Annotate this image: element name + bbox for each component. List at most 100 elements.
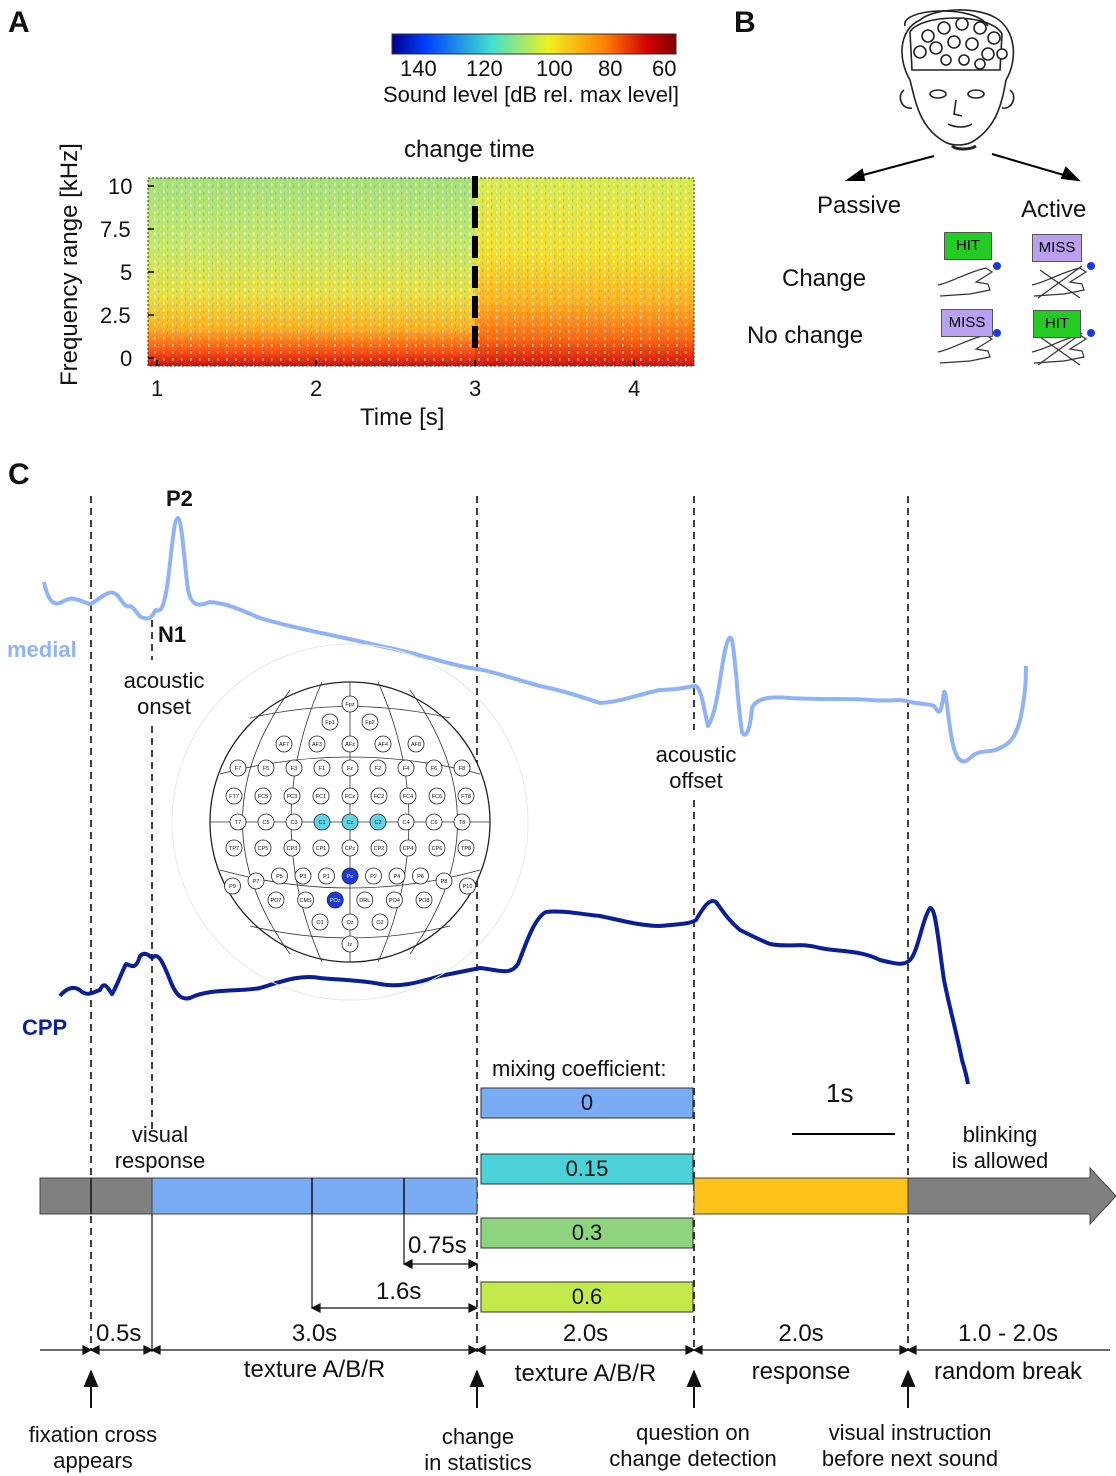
panel-b-letter: B	[734, 6, 756, 39]
electrode-label: CP2	[374, 846, 385, 852]
electrode-fz	[341, 759, 359, 777]
y-tick: 10	[108, 174, 133, 199]
electrode-c3	[285, 813, 303, 831]
electrode-label: Fpz	[345, 702, 354, 708]
electrode-fc2	[370, 787, 388, 805]
electrode-p9	[224, 877, 241, 895]
electrode-tp8	[457, 839, 475, 857]
timeline-gray-start	[39, 1177, 153, 1215]
electrode-label: PO7	[270, 898, 281, 904]
colorbar-tick: 60	[652, 56, 677, 81]
panel-c-svg: Fpz Fp1 Fp2 AF7 AF3 AFz AF4 AF8 F7 F5 F3 F1 Fz F2 F4 F6…	[39, 496, 1116, 1408]
electrode-drl	[356, 891, 374, 909]
electrode-label: Fp1	[325, 720, 334, 726]
electrode-t7	[229, 813, 247, 831]
electrode-label: P5	[276, 874, 283, 880]
electrode-cpz	[341, 839, 359, 857]
electrode-c6	[425, 813, 443, 831]
electrode-fc4	[399, 787, 417, 805]
electrode-label: Cz	[347, 820, 354, 826]
electrode-label: P9	[229, 884, 236, 890]
electrode-f7	[229, 759, 247, 777]
electrode-p2	[365, 867, 382, 885]
electrode-label: POz	[330, 898, 341, 904]
mixing-value: 0.3	[571, 1220, 603, 1245]
electrode-cp3	[283, 839, 301, 857]
electrode-label: P2	[370, 874, 377, 880]
electrode-label: P6	[417, 874, 424, 880]
electrode-fc5	[254, 787, 272, 805]
electrode-p10	[459, 877, 476, 895]
electrode-label: O2	[376, 920, 383, 926]
electrode-f4	[397, 759, 415, 777]
x-tick: 3	[469, 376, 482, 401]
electrode-pz	[341, 867, 359, 885]
electrode-poz	[326, 891, 344, 909]
blinking-label: blinking is allowed	[951, 1122, 1049, 1173]
electrode-af3	[308, 735, 326, 753]
electrode-label: FT8	[461, 794, 471, 800]
timeline-response-bar	[693, 1177, 909, 1215]
interval-16-label: 1.6s	[376, 1278, 422, 1305]
electrode-label: Fp2	[365, 720, 374, 726]
miss-badge: MISS	[941, 309, 993, 337]
event-label: visual instruction before next sound	[821, 1420, 999, 1471]
timeline-texture-bar	[151, 1177, 478, 1215]
electrode-fp1	[321, 713, 339, 731]
electrode-label: F7	[235, 766, 241, 772]
y-tick: 5	[120, 260, 133, 285]
electrode-label: CP1	[316, 846, 327, 852]
electrode-f8	[453, 759, 471, 777]
electrode-oz	[341, 913, 359, 931]
x-tick: 1	[151, 376, 164, 401]
electrode-label: CP4	[403, 846, 414, 852]
x-tick: 2	[310, 376, 323, 401]
event-label: question on change detection	[609, 1420, 777, 1471]
colorbar-tick: 140	[400, 56, 437, 81]
electrode-label: P1	[323, 874, 330, 880]
colorbar-tick: 80	[598, 56, 623, 81]
mixing-value: 0.15	[565, 1156, 609, 1181]
hit-badge: HIT	[1033, 310, 1081, 338]
eeg-montage: Fpz Fp1 Fp2 AF7 AF3 AFz AF4 AF8 F7 F5 F3 F1 Fz F2 F4 F6…	[171, 643, 529, 1001]
hand-press-icon	[937, 262, 1001, 364]
event-label: change in statistics	[424, 1424, 532, 1475]
electrode-label: CP5	[258, 846, 269, 852]
electrode-label: Iz	[348, 942, 353, 948]
electrode-label: FC6	[432, 794, 442, 800]
electrode-po8	[415, 891, 433, 909]
electrode-label: AF7	[279, 742, 289, 748]
electrode-label: Pz	[347, 874, 354, 880]
electrode-label: FC5	[258, 794, 268, 800]
electrode-af8	[407, 735, 425, 753]
electrode-ft7	[225, 787, 243, 805]
electrode-label: F2	[375, 766, 381, 772]
electrode-label: C6	[430, 820, 437, 826]
electrode-fcz	[341, 787, 359, 805]
phase-label: response	[751, 1358, 851, 1385]
electrode-f3	[285, 759, 303, 777]
electrode-label: FC2	[374, 794, 384, 800]
scale-bar-label: 1s	[826, 1078, 854, 1108]
duration-label: 0.5s	[96, 1320, 142, 1347]
electrode-tp7	[225, 839, 243, 857]
electrode-fp2	[361, 713, 379, 731]
event-label: fixation cross appears	[28, 1422, 158, 1473]
electrode-cp5	[254, 839, 272, 857]
electrode-label: C4	[402, 820, 409, 826]
eeg-cap-head-illustration	[899, 9, 1015, 151]
electrode-t8	[453, 813, 471, 831]
electrode-label: CMS	[299, 898, 312, 904]
mixing-box-015	[480, 1153, 694, 1185]
electrode-fc3	[283, 787, 301, 805]
timeline-break-arrow	[907, 1166, 1116, 1226]
no-change-row-label: No change	[747, 322, 864, 349]
electrode-p3	[294, 867, 312, 885]
electrode-label: FC3	[287, 794, 297, 800]
electrode-f6	[425, 759, 443, 777]
electrode-cms	[297, 891, 315, 909]
electrode-cp2	[370, 839, 388, 857]
electrode-label: CPz	[345, 846, 356, 852]
electrode-label: DRL	[359, 898, 370, 904]
passive-label: Passive	[817, 192, 902, 219]
